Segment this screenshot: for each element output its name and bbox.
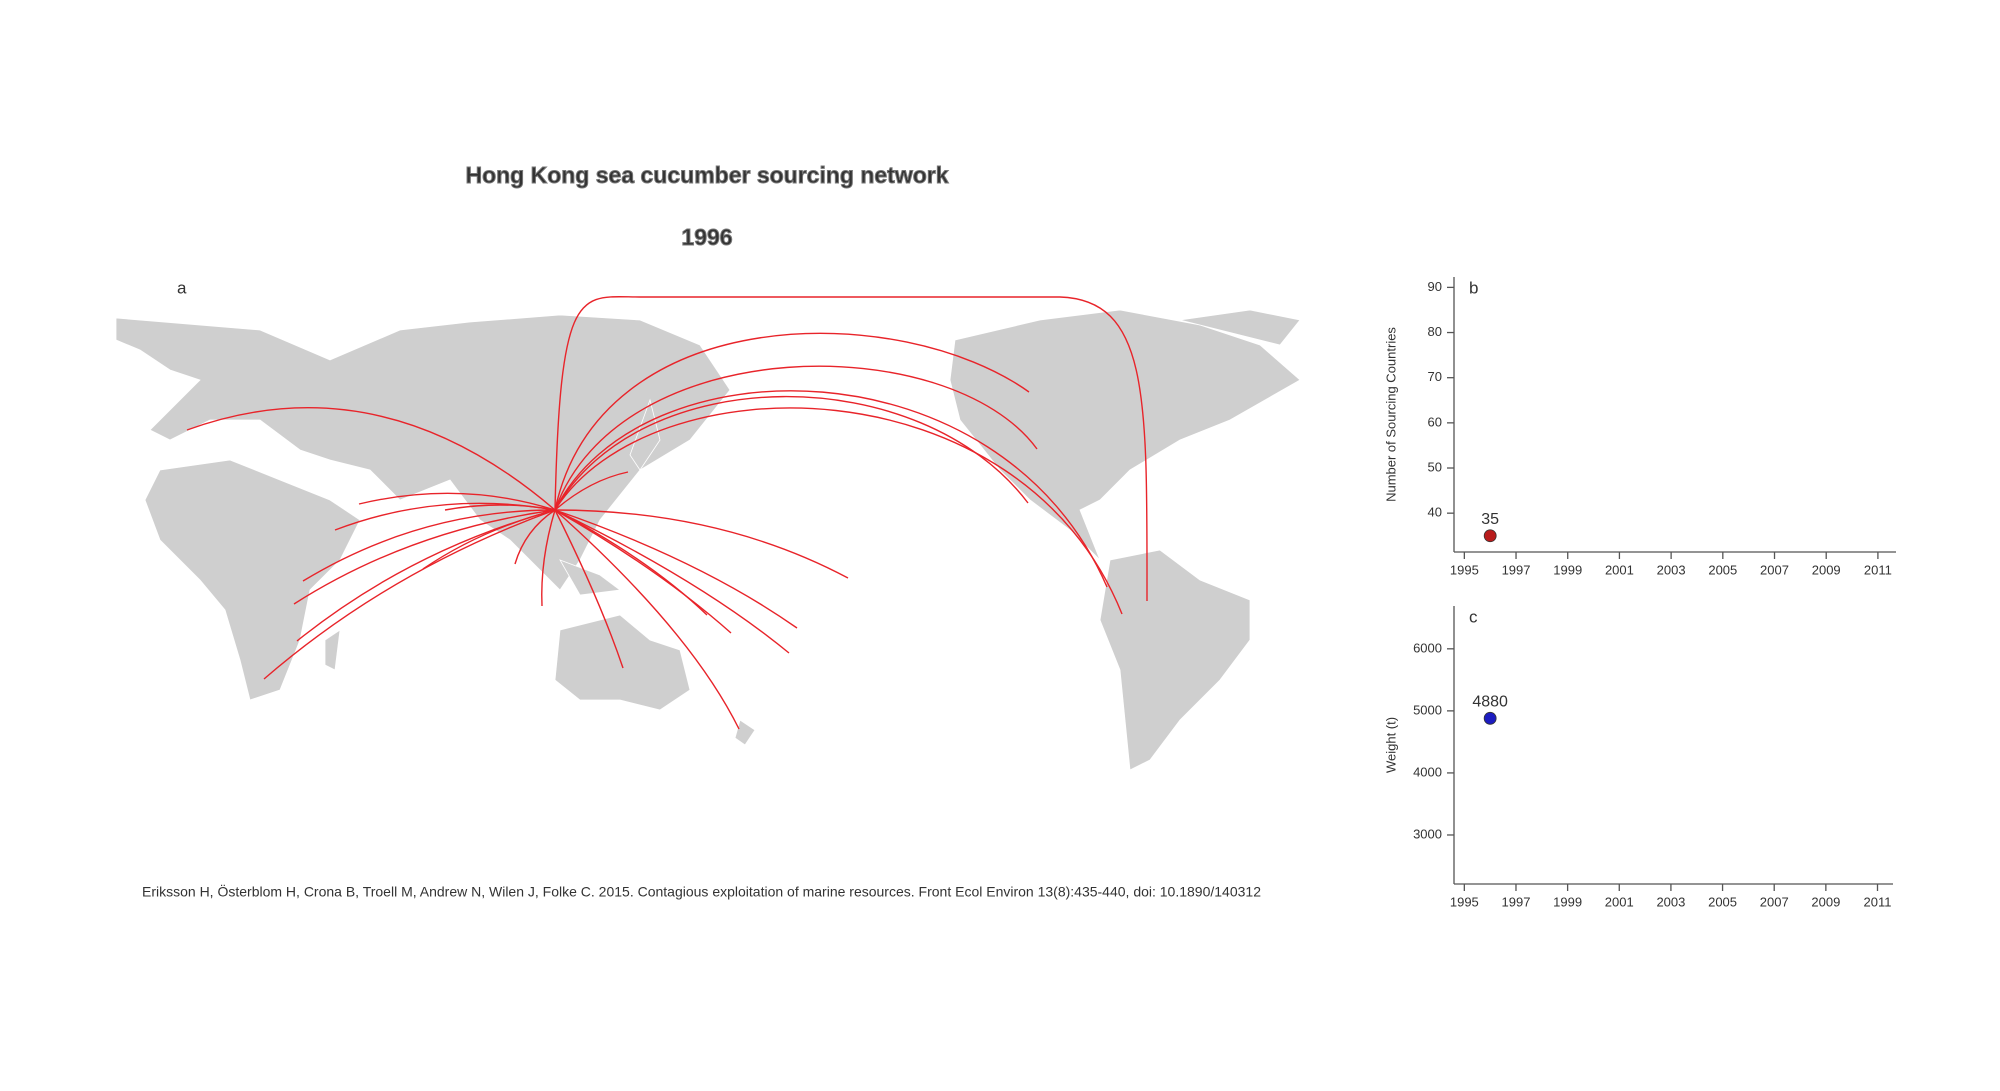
y-tick-label: 60 bbox=[1428, 414, 1442, 429]
panel-label: b bbox=[1469, 278, 1478, 297]
world-map bbox=[115, 309, 1301, 771]
data-label: 4880 bbox=[1472, 694, 1508, 711]
data-label: 35 bbox=[1481, 511, 1499, 528]
y-tick-label: 50 bbox=[1428, 459, 1442, 474]
x-tick-label: 2007 bbox=[1760, 562, 1789, 577]
x-tick-label: 1999 bbox=[1553, 562, 1582, 577]
y-tick-label: 40 bbox=[1428, 505, 1442, 520]
x-tick-label: 2009 bbox=[1811, 894, 1840, 909]
y-tick-label: 5000 bbox=[1413, 702, 1442, 717]
y-tick-label: 3000 bbox=[1413, 826, 1442, 841]
trade-routes bbox=[186, 296, 1148, 730]
x-tick-label: 2001 bbox=[1605, 894, 1634, 909]
point bbox=[1483, 711, 1497, 725]
x-tick-label: 1995 bbox=[1450, 894, 1479, 909]
panel-label: a bbox=[177, 278, 187, 297]
x-tick-label: 2009 bbox=[1812, 562, 1841, 577]
panel-label: c bbox=[1469, 607, 1478, 626]
x-tick-label: 2005 bbox=[1708, 894, 1737, 909]
x-tick-label: 2003 bbox=[1656, 894, 1685, 909]
y-axis-title: Number of Sourcing Countries bbox=[1383, 327, 1398, 502]
x-tick-label: 2007 bbox=[1760, 894, 1789, 909]
x-tick-label: 1995 bbox=[1450, 562, 1479, 577]
y-tick-label: 4000 bbox=[1413, 764, 1442, 779]
x-tick-label: 2011 bbox=[1864, 894, 1892, 909]
y-axis-title: Weight (t) bbox=[1383, 717, 1398, 773]
y-tick-label: 80 bbox=[1428, 324, 1442, 339]
title: Hong Kong sea cucumber sourcing network bbox=[465, 162, 948, 188]
citation: Eriksson H, Österblom H, Crona B, Troell… bbox=[142, 883, 1261, 900]
x-tick-label: 1997 bbox=[1502, 894, 1531, 909]
x-tick-label: 2001 bbox=[1605, 562, 1634, 577]
x-tick-label: 1997 bbox=[1502, 562, 1531, 577]
x-tick-label: 2005 bbox=[1708, 562, 1737, 577]
y-tick-label: 90 bbox=[1428, 279, 1442, 294]
x-tick-label: 2003 bbox=[1657, 562, 1686, 577]
x-tick-label: 2011 bbox=[1864, 562, 1892, 577]
x-tick-label: 1999 bbox=[1553, 894, 1582, 909]
subtitle: 1996 bbox=[681, 224, 732, 250]
point bbox=[1483, 529, 1497, 543]
y-tick-label: 70 bbox=[1428, 369, 1442, 384]
y-tick-label: 6000 bbox=[1413, 640, 1442, 655]
